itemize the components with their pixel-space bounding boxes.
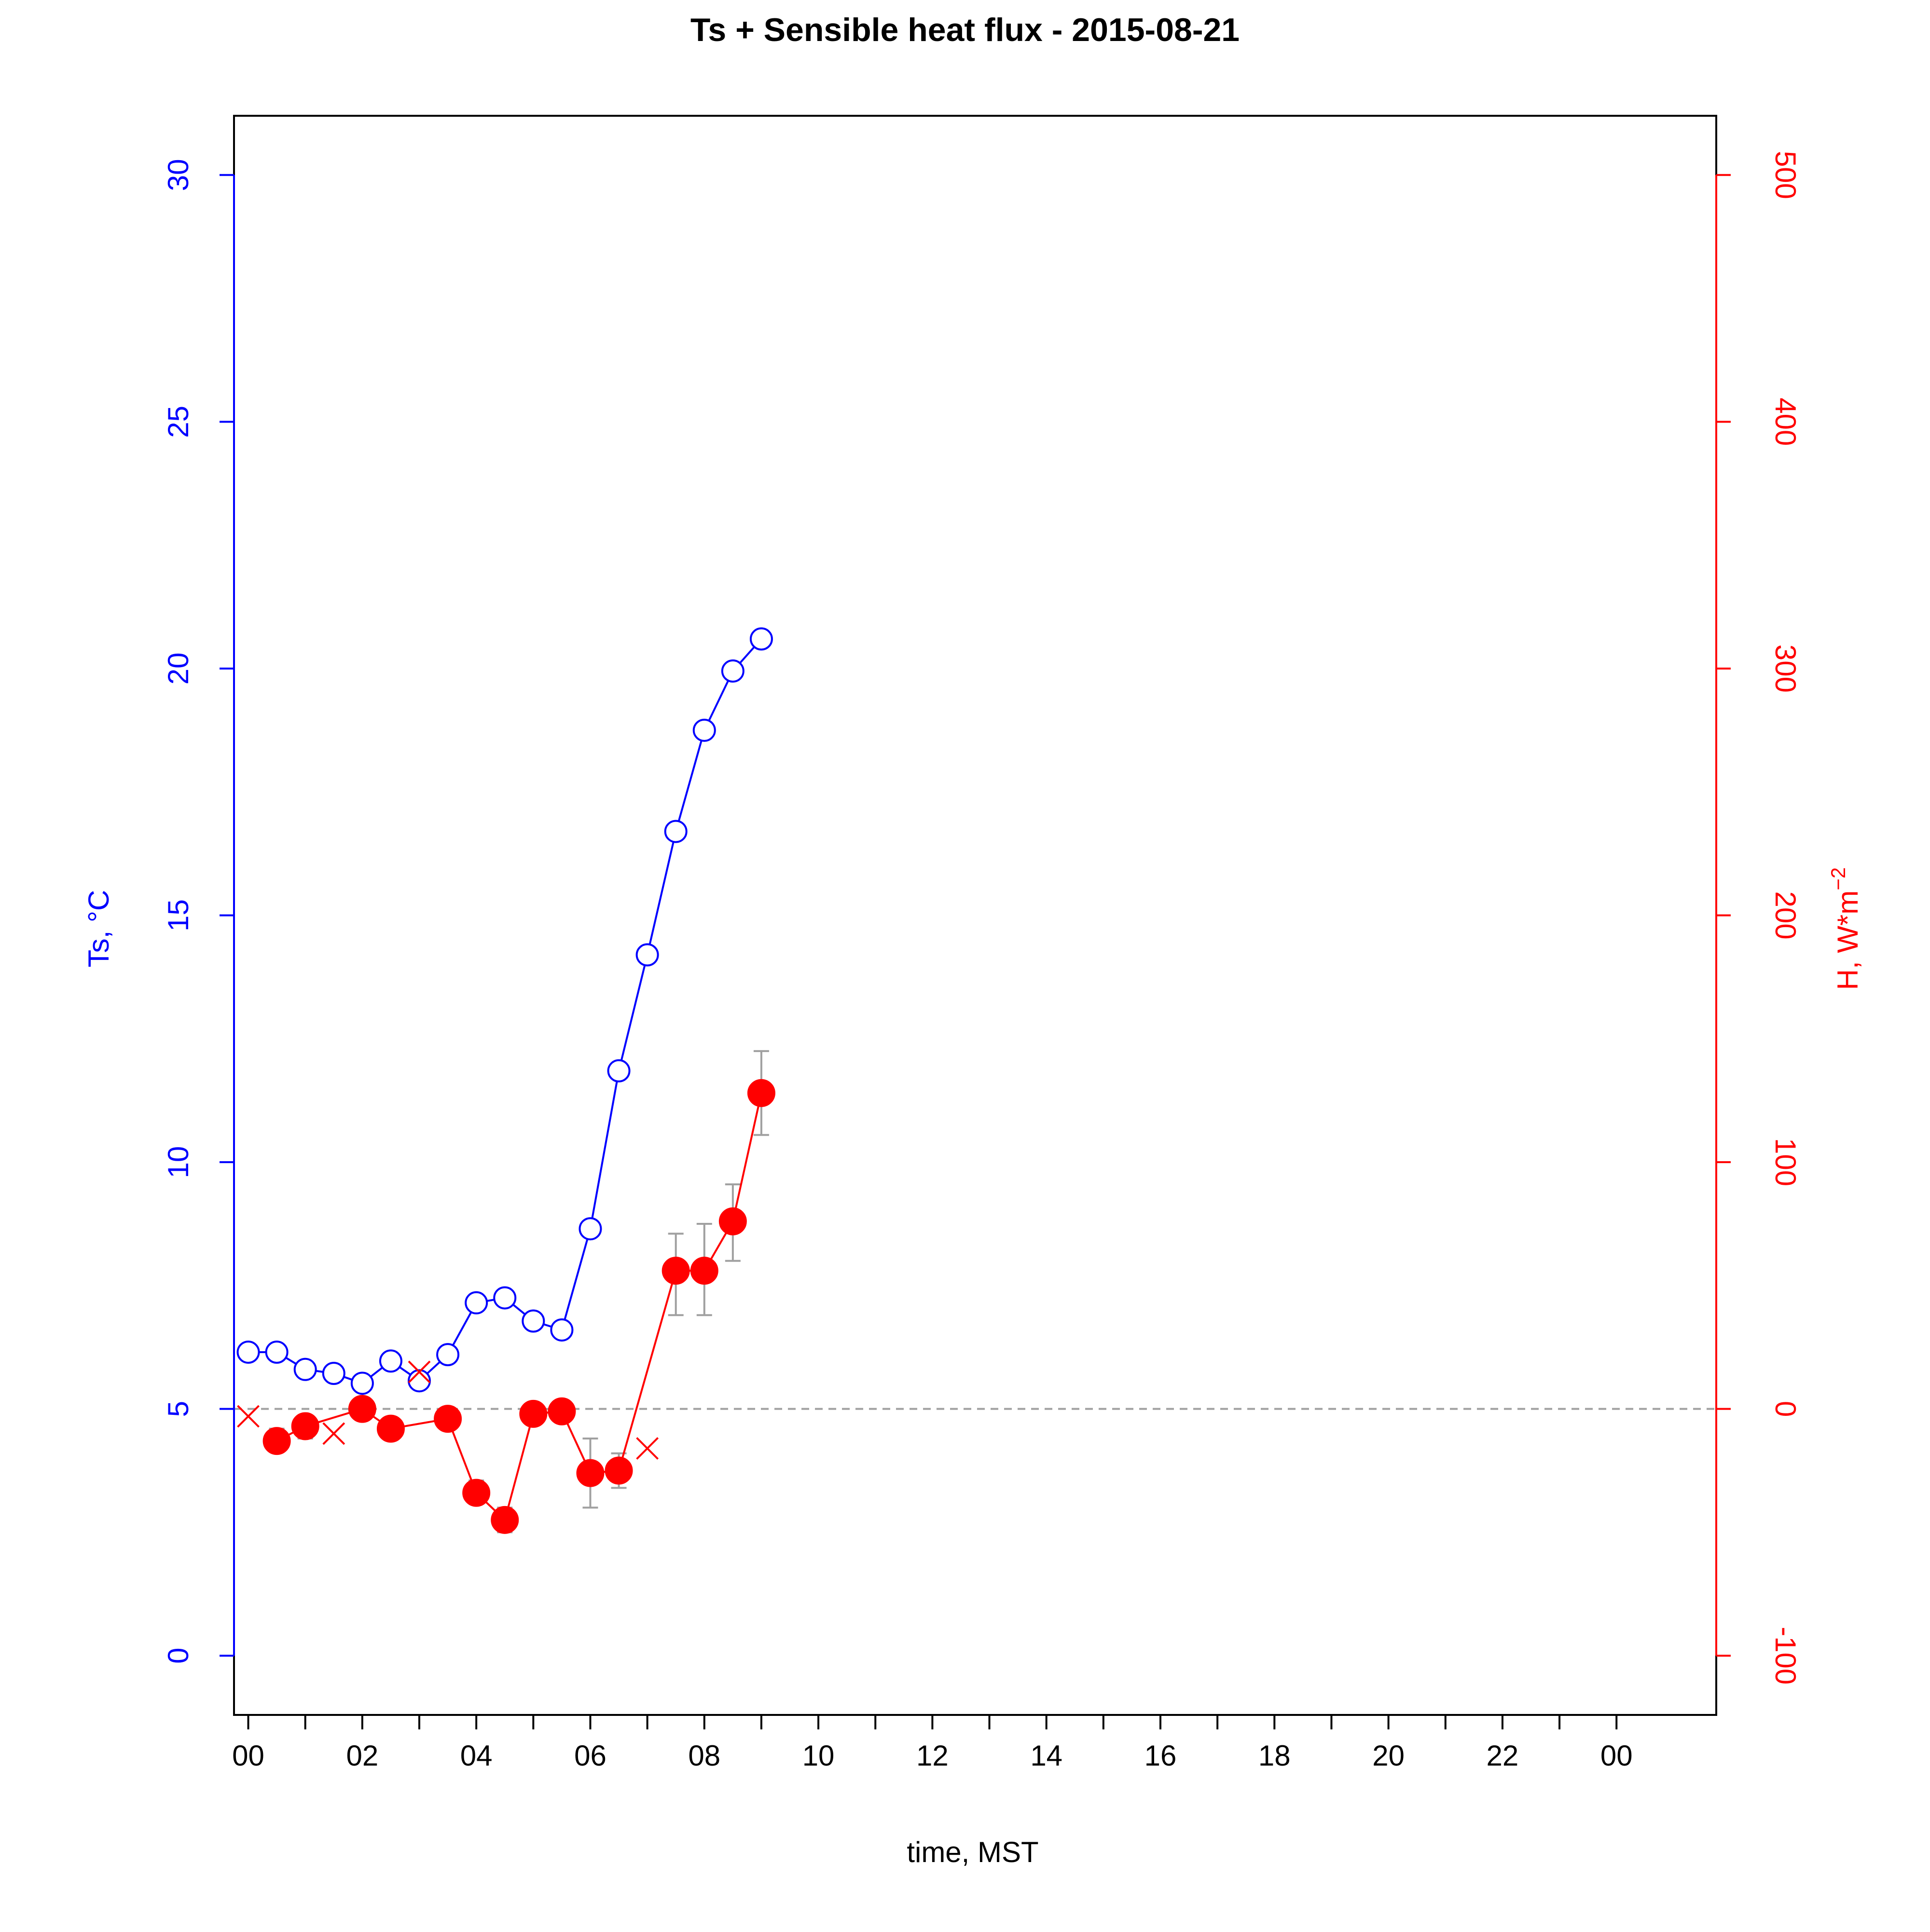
heat-flux-point <box>519 1399 548 1428</box>
ts-point <box>635 943 659 967</box>
x-tick-label: 06 <box>574 1740 607 1772</box>
heat-flux-point <box>434 1405 462 1433</box>
y-right-tick-label: 300 <box>1769 644 1802 693</box>
ts-point <box>607 1059 631 1082</box>
ts-point <box>721 659 744 683</box>
x-tick-label: 20 <box>1372 1740 1405 1772</box>
plot-frame <box>233 115 1717 1716</box>
flagged-point <box>322 1422 345 1445</box>
y-left-tick-label: 5 <box>162 1401 194 1417</box>
ts-point <box>322 1361 345 1385</box>
heat-flux-point <box>491 1506 519 1534</box>
y-right-tick-label: -100 <box>1769 1627 1802 1685</box>
ts-point <box>749 627 773 651</box>
plot-layer: 00 02 04 06 08 10 12 14 16 18 20 22 00051015202530-1… <box>162 115 1802 1772</box>
heat-flux-point <box>747 1079 775 1107</box>
ts-point <box>522 1309 545 1333</box>
heat-flux-point <box>262 1427 291 1455</box>
y-right-tick-label: 100 <box>1769 1138 1802 1186</box>
heat-flux-series-line <box>276 1093 762 1522</box>
heat-flux-point <box>576 1459 605 1487</box>
y-left-tick-label: 30 <box>162 159 194 191</box>
y-left-tick-label: 25 <box>162 406 194 438</box>
y-right-tick-label: 400 <box>1769 397 1802 446</box>
x-tick-label: 10 <box>802 1740 835 1772</box>
ts-point <box>379 1349 402 1373</box>
y-right-tick-label: 500 <box>1769 151 1802 199</box>
y-right-tick-label: 0 <box>1769 1401 1802 1417</box>
flagged-point <box>636 1437 659 1460</box>
heat-flux-point <box>548 1397 576 1425</box>
ts-point <box>664 820 688 843</box>
ts-point <box>350 1371 374 1395</box>
flagged-point <box>408 1360 431 1384</box>
heat-flux-point <box>662 1257 690 1285</box>
heat-flux-point <box>462 1479 491 1507</box>
chart-title: Ts + Sensible heat flux - 2015-08-21 <box>690 12 1240 48</box>
x-tick-label: 16 <box>1144 1740 1177 1772</box>
x-tick-label: 18 <box>1258 1740 1291 1772</box>
heat-flux-point <box>690 1257 718 1285</box>
ts-point <box>550 1318 574 1342</box>
heat-flux-point <box>291 1412 319 1440</box>
heat-flux-point <box>605 1456 633 1485</box>
x-tick-label: 02 <box>346 1740 378 1772</box>
y-left-tick-label: 0 <box>162 1648 194 1664</box>
ts-point <box>493 1286 517 1310</box>
ts-point <box>293 1357 317 1381</box>
ts-point <box>579 1217 602 1241</box>
x-tick-label: 22 <box>1487 1740 1519 1772</box>
heat-flux-point <box>718 1207 747 1235</box>
x-tick-label: 00 <box>1600 1740 1633 1772</box>
flagged-point <box>237 1405 260 1428</box>
x-tick-label: 00 <box>232 1740 264 1772</box>
heat-flux-point <box>348 1395 376 1423</box>
heat-flux-point <box>376 1414 405 1443</box>
y-axis-right-label: H, W*m−2 <box>1827 867 1864 990</box>
ts-point <box>265 1340 289 1364</box>
ts-point <box>692 718 716 742</box>
ts-point <box>465 1291 488 1315</box>
ts-point <box>236 1340 260 1364</box>
y-left-tick-label: 10 <box>162 1146 194 1178</box>
x-axis-label: time, MST <box>907 1836 1038 1868</box>
y-axis-left-label: Ts, °C <box>83 890 115 968</box>
y-axis-right-label-exponent: −2 <box>1827 867 1849 891</box>
x-tick-label: 08 <box>688 1740 720 1772</box>
y-right-tick-label: 200 <box>1769 891 1802 939</box>
ts-point <box>436 1343 460 1367</box>
y-left-tick-label: 15 <box>162 899 194 932</box>
y-axis-right-label-main: H, W*m <box>1832 891 1864 990</box>
ts-point <box>408 1369 431 1393</box>
x-tick-label: 14 <box>1030 1740 1062 1772</box>
y-left-tick-label: 20 <box>162 653 194 685</box>
x-tick-label: 12 <box>916 1740 949 1772</box>
x-tick-label: 04 <box>460 1740 493 1772</box>
